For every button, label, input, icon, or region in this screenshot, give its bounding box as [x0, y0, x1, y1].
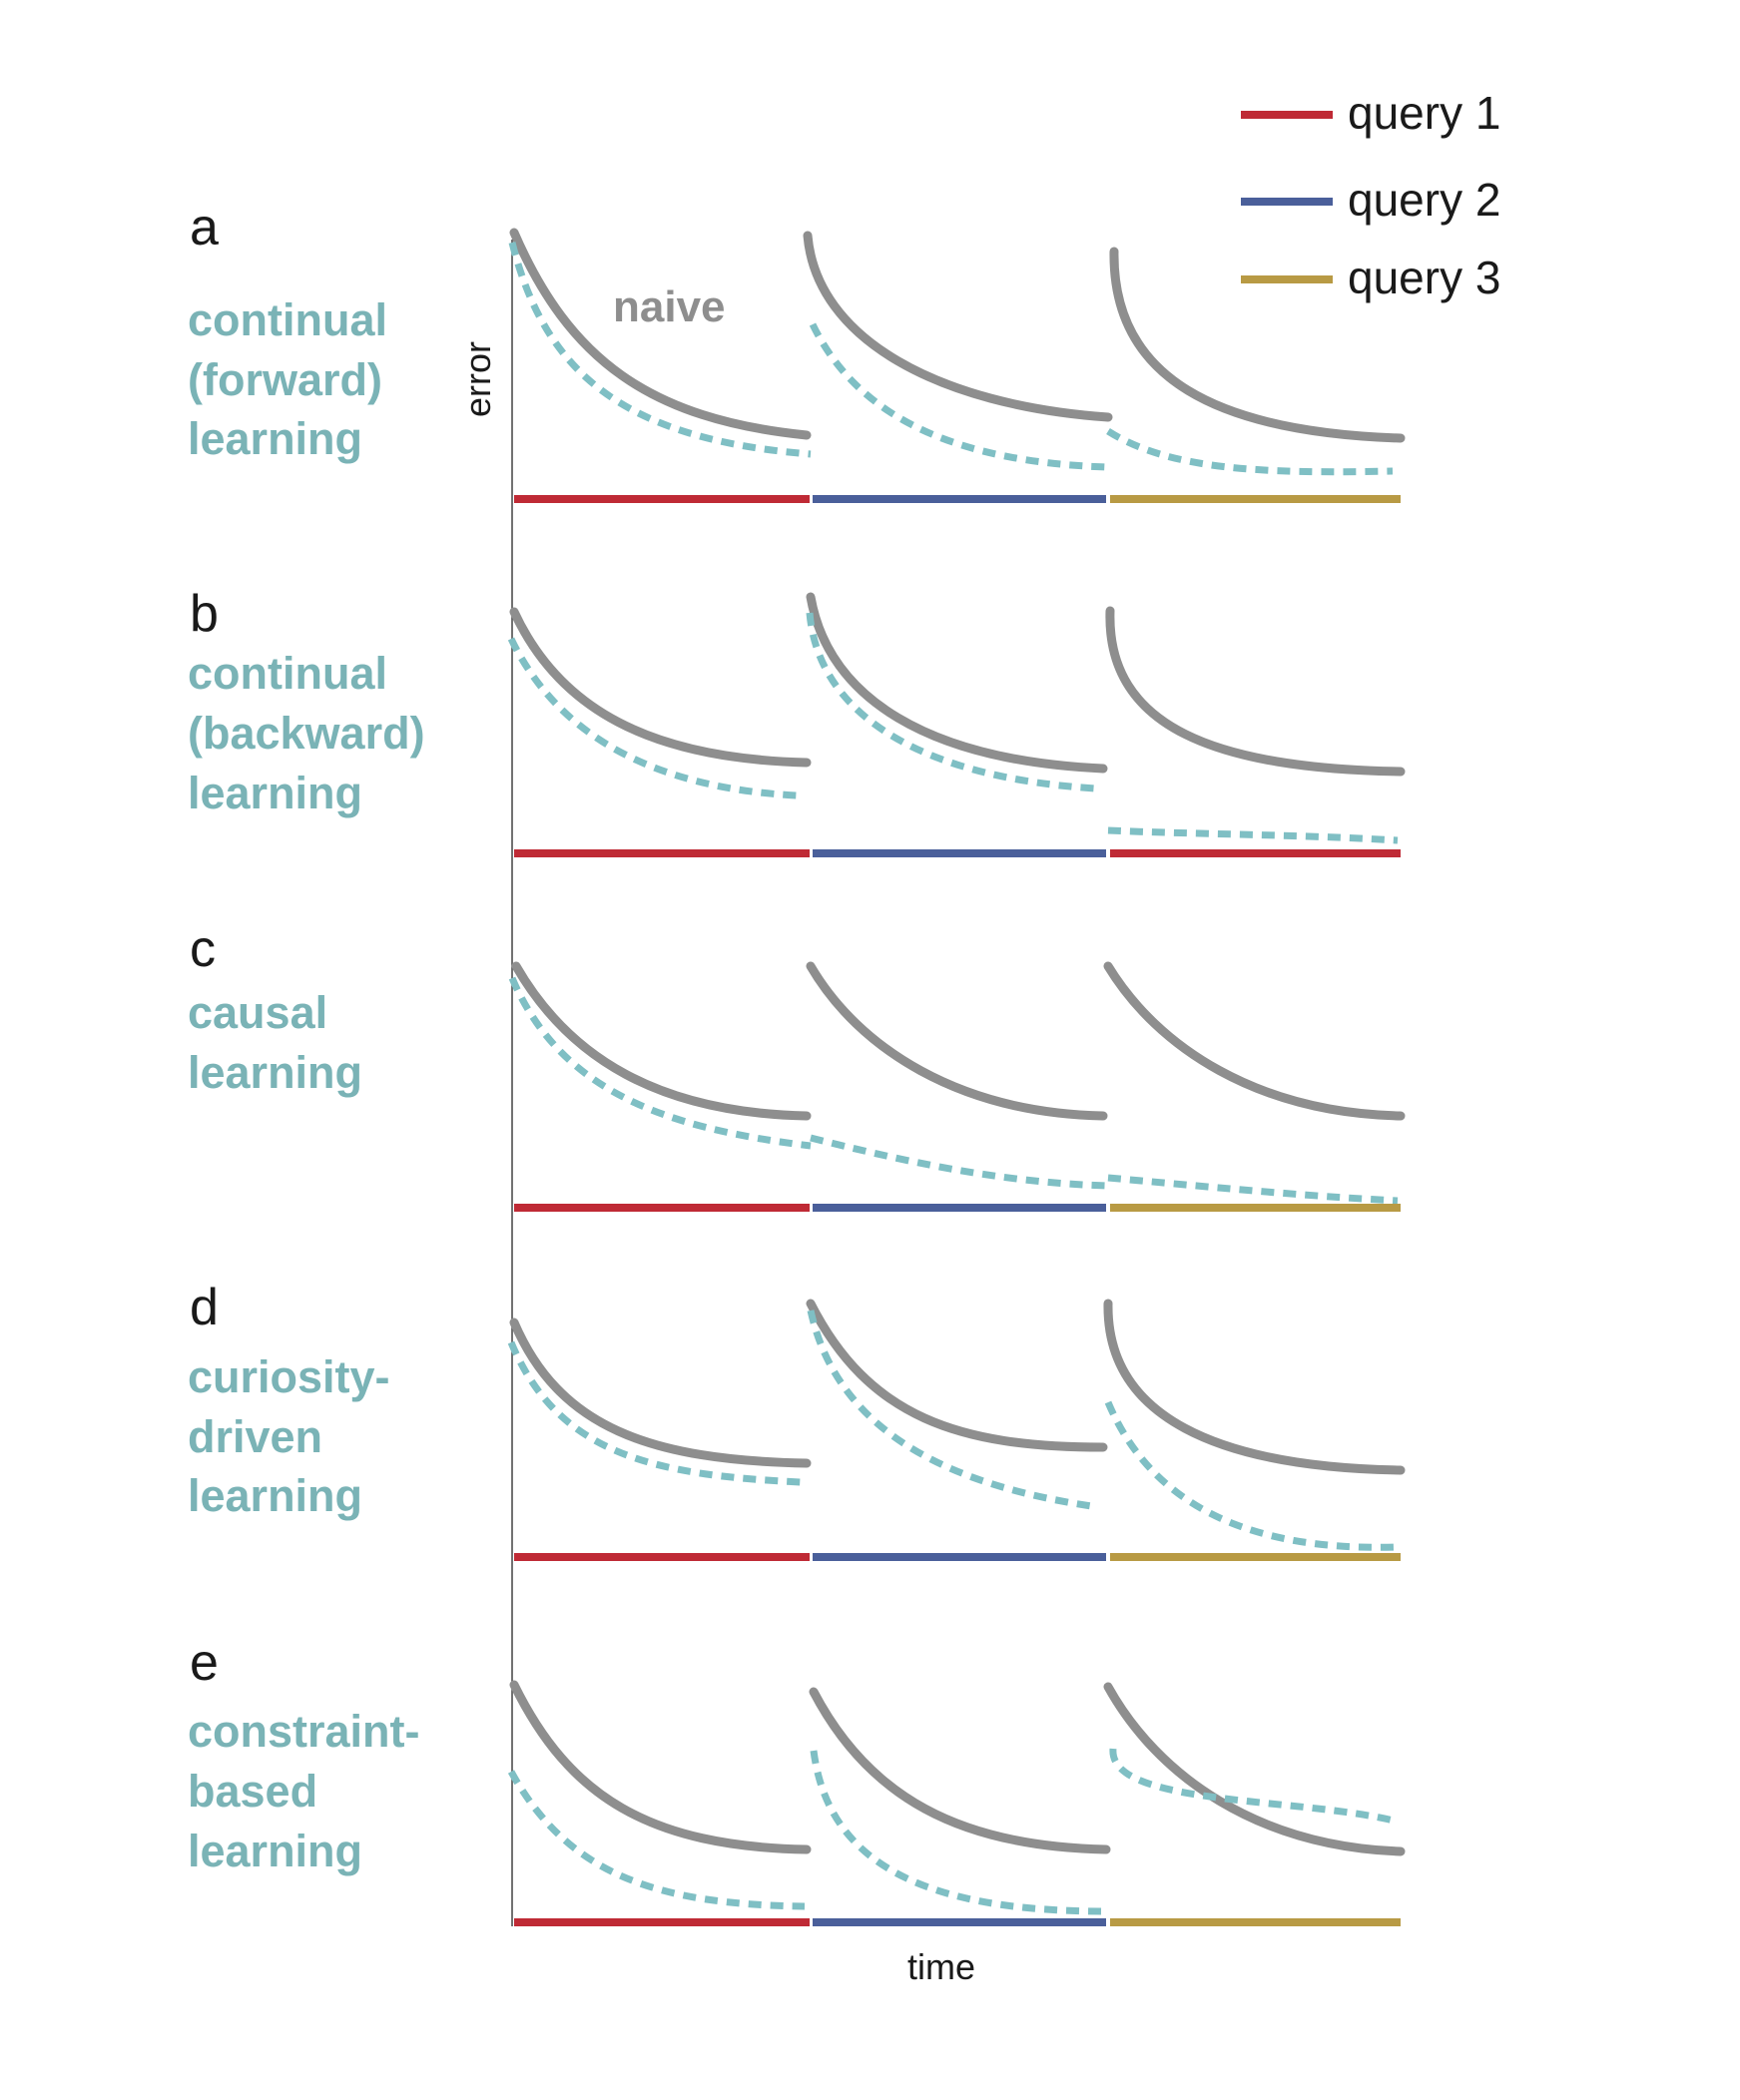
learner-curves-b	[507, 612, 1399, 844]
panel-b: b continual (backward) learning	[188, 585, 1406, 857]
panel-title-e-line-2: based	[188, 1766, 317, 1817]
naive-curve-d-3	[1103, 1299, 1406, 1475]
naive-curves-e	[509, 1680, 1406, 1856]
panel-letter-d: d	[190, 1279, 219, 1336]
naive-curve-c-1	[511, 961, 812, 1121]
naive-curves-d	[509, 1299, 1406, 1475]
legend: query 1 query 2 query 3	[1241, 87, 1500, 303]
naive-label: naive	[613, 282, 726, 331]
legend-item-query-1: query 1	[1241, 87, 1500, 139]
panel-title-e-line-1: constraint-	[188, 1706, 420, 1757]
panel-title-d-line-3: learning	[188, 1470, 362, 1521]
naive-curve-e-3	[1103, 1682, 1406, 1856]
panel-letter-e: e	[190, 1634, 219, 1692]
y-axis-label: error	[457, 341, 498, 417]
naive-curves-c	[511, 961, 1406, 1121]
learner-curve-d-1	[507, 1340, 802, 1486]
panel-letter-a: a	[190, 199, 219, 257]
learner-curve-a-2	[809, 322, 1108, 471]
panel-title-b-line-1: continual	[188, 648, 387, 699]
panel-title-b-line-3: learning	[188, 768, 362, 818]
learner-curve-d-3	[1104, 1400, 1399, 1551]
naive-curve-a-3	[1109, 247, 1406, 443]
naive-curve-a-2	[803, 231, 1113, 422]
learner-curve-c-2	[810, 1134, 1109, 1190]
panel-title-c: causal learning	[188, 987, 362, 1098]
naive-curves-b	[509, 592, 1406, 777]
learner-curve-e-2	[810, 1750, 1107, 1915]
learner-curve-b-2	[806, 612, 1097, 792]
naive-curve-d-2	[806, 1299, 1108, 1452]
legend-label-query-3: query 3	[1348, 252, 1500, 303]
learner-curve-b-3	[1107, 826, 1399, 844]
learner-curves-a	[508, 242, 1394, 476]
legend-label-query-2: query 2	[1348, 174, 1500, 226]
panel-title-e: constraint- based learning	[188, 1706, 432, 1876]
naive-curve-b-1	[509, 607, 812, 768]
panel-title-d: curiosity- driven learning	[188, 1351, 402, 1521]
panel-title-a-line-2: (forward)	[188, 354, 382, 405]
naive-curve-b-2	[806, 592, 1108, 774]
legend-label-query-1: query 1	[1348, 87, 1500, 139]
learner-curve-a-1	[508, 242, 812, 458]
panel-title-e-line-3: learning	[188, 1826, 362, 1876]
panel-a: a continual (forward) learning	[188, 199, 1406, 503]
panel-title-b-line-2: (backward)	[188, 708, 425, 759]
learner-curve-e-3	[1109, 1748, 1399, 1826]
legend-item-query-3: query 3	[1241, 252, 1500, 303]
learner-curve-e-1	[507, 1770, 806, 1910]
learner-curves-d	[507, 1310, 1399, 1551]
naive-curve-a-1	[509, 228, 812, 440]
learner-curves-e	[507, 1748, 1399, 1915]
learner-curve-c-1	[508, 976, 812, 1150]
panel-letter-c: c	[190, 920, 216, 978]
naive-curve-d-1	[509, 1317, 812, 1468]
panel-title-d-line-2: driven	[188, 1411, 322, 1462]
learner-curve-d-2	[807, 1310, 1099, 1511]
panel-e: e constraint- based learning	[188, 1634, 1406, 1926]
panel-title-c-line-1: causal	[188, 987, 327, 1038]
panel-title-a: continual (forward) learning	[188, 294, 400, 464]
panel-title-b: continual (backward) learning	[188, 648, 437, 818]
naive-curve-e-1	[509, 1680, 812, 1854]
panel-title-a-line-3: learning	[188, 413, 362, 464]
naive-curve-e-2	[809, 1687, 1111, 1854]
learner-curve-c-3	[1107, 1174, 1399, 1205]
x-axis-label: time	[907, 1946, 975, 1987]
legend-item-query-2: query 2	[1241, 174, 1500, 226]
naive-curves-a	[509, 228, 1406, 443]
panel-title-c-line-2: learning	[188, 1047, 362, 1098]
naive-curve-c-2	[806, 961, 1108, 1121]
learner-curve-a-3	[1106, 428, 1394, 476]
learner-curves-c	[508, 976, 1399, 1205]
panel-title-a-line-1: continual	[188, 294, 387, 345]
panel-title-d-line-1: curiosity-	[188, 1351, 390, 1402]
panel-letter-b: b	[190, 585, 219, 643]
naive-curve-b-3	[1105, 606, 1406, 777]
panel-c: c causal learning	[188, 920, 1406, 1212]
panel-d: d curiosity- driven learning	[188, 1279, 1406, 1561]
naive-curve-c-3	[1103, 961, 1406, 1121]
learner-curve-b-1	[507, 637, 798, 799]
